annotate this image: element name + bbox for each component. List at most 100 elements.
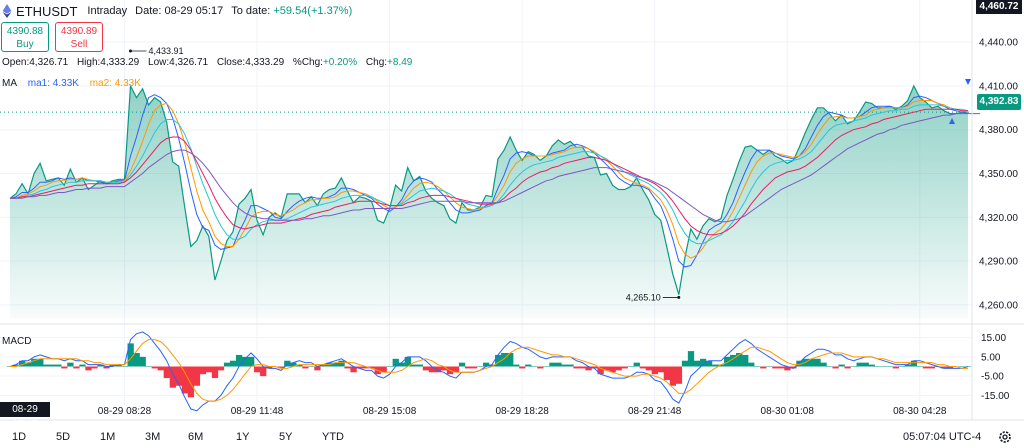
macd-histogram-bar [820,362,827,367]
macd-histogram-bar [513,364,520,367]
macd-histogram-bar [519,366,526,369]
ohlc-chg-label: Chg: [365,57,388,68]
price-tick-label: 4,380.00 [979,125,1018,136]
extreme-marker-label: 4,433.91 [149,46,184,56]
range-6m-button[interactable]: 6M [188,431,204,443]
macd-histogram-bar [302,366,309,369]
range-5y-button[interactable]: 5Y [279,431,293,443]
to-date-value: +59.54(+1.37%) [273,5,353,17]
ma3-line [10,104,969,245]
macd-histogram-bar [651,366,658,375]
macd-histogram-bar [169,366,176,388]
macd-histogram-bar [495,354,502,367]
price-tick-label: 4,290.00 [979,257,1018,268]
macd-histogram-bar [711,364,719,367]
macd-pane [7,331,972,412]
macd-histogram-bar [308,366,315,367]
axes: 4,440.00 4,410.00 4,380.00 4,350.00 4,320.00… [0,0,1024,421]
buy-button[interactable]: 4390.88 Buy [1,22,49,52]
ma2-line [10,100,969,259]
ma-label[interactable]: MA [2,78,17,89]
gear-icon[interactable] [997,428,1013,446]
range-5d-button[interactable]: 5D [56,431,71,443]
macd-histogram-bar [525,364,532,367]
extreme-marker-label: 4,265.10 [626,292,661,302]
macd-histogram-bar [121,366,128,367]
range-ytd-button[interactable]: YTD [322,431,344,443]
macd-histogram-bar [37,358,44,367]
macd-histogram-bar [332,362,339,367]
macd-tick-label: 15.00 [981,333,1006,344]
macd-histogram-bar [97,364,104,367]
symbol-name[interactable]: ETHUSDT [16,3,78,19]
macd-histogram-bar [290,362,297,367]
range-1y-button[interactable]: 1Y [236,431,250,443]
macd-histogram-bar [772,366,779,369]
macd-label[interactable]: MACD [2,336,32,347]
time-tick-label: 08-29 11:48 [231,406,284,417]
macd-histogram-bar [573,366,580,369]
time-tick-label: 08-29 15:08 [363,406,417,417]
macd-histogram-bar [199,366,207,375]
macd-histogram-bar [266,366,273,369]
date-label: Date: 08-29 05:17 [135,5,224,17]
macd-histogram-bar [537,366,544,369]
macd-histogram-bar [61,366,68,369]
ma1-value: ma1: 4.33K [27,78,79,89]
price-area-fill [10,85,968,319]
macd-histogram-bar [754,366,761,367]
macd-histogram-bar [362,366,369,369]
macd-histogram-bar [826,366,833,367]
ohlc-close: Close:4,333.29 [216,57,285,68]
interval-label[interactable]: Intraday [87,5,128,17]
macd-histogram-bar [886,366,893,367]
macd-histogram-bar [205,366,213,373]
range-1d-button[interactable]: 1D [12,431,27,443]
ohlc-pchg-value: +0.20% [322,57,358,68]
macd-histogram-bar [470,366,478,369]
macd-histogram-bar [838,364,845,367]
clock-label[interactable]: 05:07:04 UTC-4 [903,431,982,443]
macd-histogram-bar [422,366,430,371]
price-tick-label: 4,320.00 [979,213,1018,224]
macd-histogram-bar [320,364,327,367]
ma4-line [10,108,968,236]
time-tick-label: 08-29 21:48 [628,406,682,417]
macd-histogram-bar [790,366,797,369]
macd-histogram-bar [862,362,869,367]
price-tick-label: 4,260.00 [979,300,1018,311]
macd-histogram-bar [693,360,701,367]
macd-histogram-bar [181,366,189,394]
macd-histogram-bar [958,366,966,367]
macd-histogram-bar [404,356,411,367]
macd-histogram-bar [356,366,363,369]
price-tick-label: 4,410.00 [979,81,1018,92]
macd-histogram-bar [922,366,930,369]
macd-histogram-bar [766,366,773,367]
macd-histogram-bar [946,366,954,369]
macd-histogram-bar [796,360,803,367]
chart-header: ETHUSDT Intraday Date: 08-29 05:17 To da… [0,2,360,20]
ma5-line [10,113,981,223]
macd-histogram-bar [621,366,628,369]
macd-histogram-bar [49,364,56,367]
macd-histogram-bar [211,366,219,379]
range-3m-button[interactable]: 3M [145,431,161,443]
macd-histogram-bar [507,353,514,367]
macd-histogram-bar [380,366,387,373]
macd-histogram-bar [597,366,604,375]
macd-histogram-bar [296,364,303,367]
macd-histogram-bar [645,366,652,371]
macd-histogram-bar [844,366,851,369]
sell-button[interactable]: 4390.89 Sell [55,22,103,52]
sell-price: 4390.89 [60,26,98,37]
range-1m-button[interactable]: 1M [100,431,116,443]
moving-averages [9,94,981,268]
macd-histogram-bar [705,360,713,367]
macd-histogram-bar [736,353,743,367]
macd-histogram-bar [898,366,906,367]
macd-tick-label: -5.00 [981,372,1004,383]
macd-histogram-bar [808,358,815,367]
macd-tick-label: -15.00 [981,391,1010,402]
